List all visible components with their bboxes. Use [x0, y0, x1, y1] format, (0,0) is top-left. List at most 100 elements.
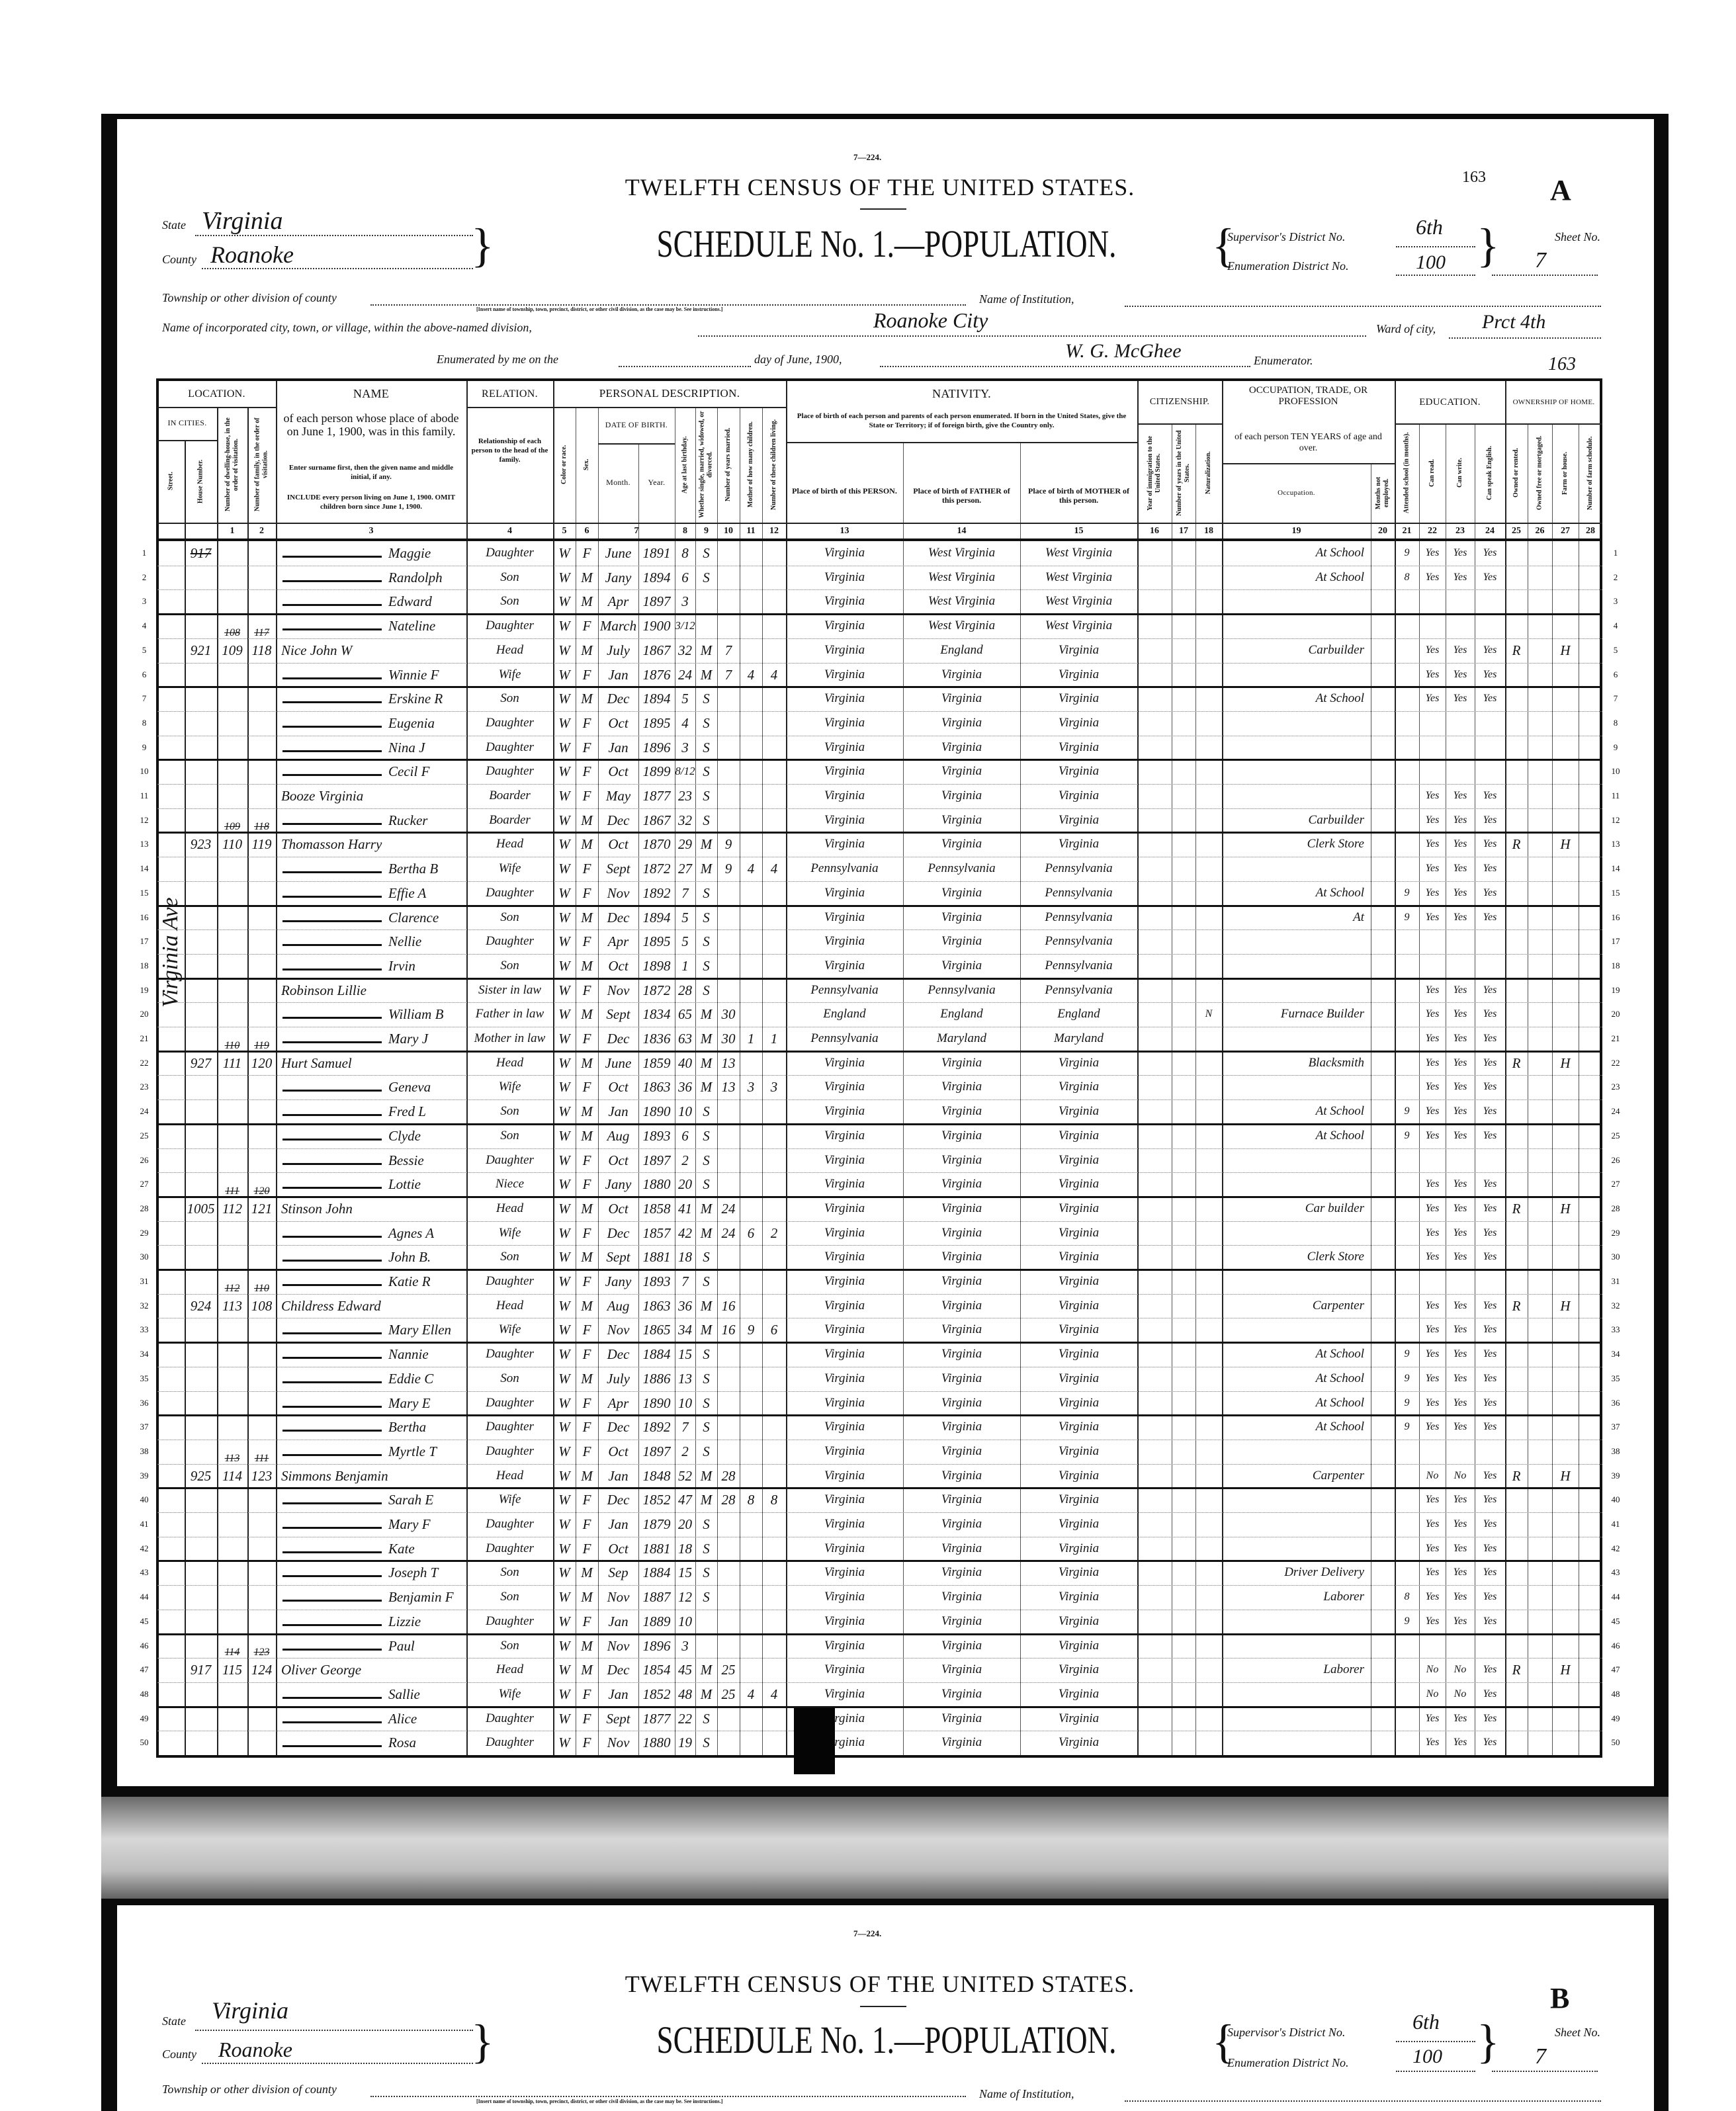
household-rule [157, 1414, 1602, 1417]
cell-speaks-english: Yes [1483, 1615, 1497, 1627]
cell-age: 3 [681, 739, 689, 755]
cell-school-months: 9 [1404, 1129, 1410, 1141]
cell-birth-father: Virginia [941, 1420, 982, 1434]
household-rule [157, 977, 1602, 980]
cell-birth-mother: Virginia [1058, 1443, 1100, 1458]
ownership-title: OWNERSHIP OF HOME. [1512, 398, 1595, 406]
county-line [202, 268, 473, 269]
cell-farm-house: H [1560, 1200, 1571, 1217]
ink-blot [794, 1708, 835, 1774]
cell-years-married: 16 [721, 1322, 736, 1338]
table-row: 47 47 917 115 124 Oliver George Head W M Dec 1854 4… [0, 1647, 1736, 1682]
cell-birth-mother: Virginia [1058, 1395, 1100, 1410]
cell-marital: S [703, 1103, 710, 1120]
cell-birth-mother: West Virginia [1045, 594, 1113, 609]
row-number-left: 6 [142, 669, 147, 679]
table-row: 31 31 Katie R Daughter W F Jany 1893 7 S Virginia V… [0, 1270, 1736, 1294]
column-divider [276, 381, 277, 1755]
cell-birth-mother: Virginia [1058, 837, 1100, 851]
cell-birth-mother: Virginia [1058, 1201, 1100, 1215]
cell-speaks-english: Yes [1483, 1737, 1497, 1748]
cell-birth-person: Virginia [824, 1443, 865, 1458]
cell-birth-mother: Virginia [1058, 1541, 1100, 1555]
cell-color: W [558, 836, 570, 853]
cell-birth-mother: Virginia [1058, 1274, 1100, 1288]
cell-birth-father: Virginia [941, 789, 982, 802]
cell-marital: S [703, 1589, 710, 1606]
cell-age: 3 [681, 1637, 689, 1654]
row-number-right: 39 [1611, 1470, 1620, 1481]
row-number-right: 5 [1613, 644, 1618, 655]
cell-relation: Son [500, 570, 519, 584]
cell-can-read: Yes [1425, 1324, 1440, 1336]
row-number-right: 44 [1611, 1592, 1620, 1602]
column-divider [903, 442, 904, 1755]
family-label: Number of family, in the order of visita… [253, 417, 269, 512]
cell-sex: F [582, 982, 591, 998]
cell-owned-rented: R [1512, 1297, 1521, 1314]
cell-can-read: Yes [1425, 984, 1440, 996]
cell-birth-father: Virginia [941, 1128, 982, 1142]
cell-name: Nateline [388, 618, 436, 634]
table-row: 10 10 Cecil F Daughter W F Oct 1899 8/12 S Virgini… [0, 759, 1736, 784]
cell-marital: S [703, 1443, 710, 1459]
cell-family: 118 [251, 642, 272, 658]
cell-age: 7 [681, 1419, 689, 1436]
row-number-left: 7 [142, 693, 147, 704]
cell-speaks-english: Yes [1483, 838, 1497, 850]
cell-can-read: Yes [1425, 1008, 1440, 1020]
cell-house: 921 [190, 642, 212, 658]
sheet-no-value: 7 [1535, 248, 1546, 273]
cell-birth-father: Virginia [941, 1152, 982, 1167]
cell-year: 1858 [642, 1200, 671, 1217]
cell-birth-mother: Pennsylvania [1045, 910, 1113, 924]
ditto-mark [282, 1090, 382, 1092]
cell-year: 1834 [642, 1006, 671, 1023]
cell-can-write: Yes [1453, 1712, 1467, 1724]
cell-speaks-english: Yes [1483, 1348, 1497, 1360]
row-number-left: 38 [140, 1445, 149, 1456]
row-number-right: 23 [1611, 1082, 1620, 1092]
cell-name: Winnie F [388, 666, 439, 683]
cell-sex: M [581, 1637, 593, 1654]
cell-sex: M [581, 1249, 593, 1266]
row-number-right: 32 [1611, 1300, 1620, 1311]
cell-age: 8 [681, 545, 689, 561]
cell-birth-person: Virginia [824, 1468, 865, 1483]
row-number-right: 2 [1613, 572, 1618, 582]
cell-marital: S [703, 933, 710, 950]
cell-speaks-english: Yes [1483, 1056, 1497, 1068]
institution-line [1125, 306, 1601, 307]
row-number-right: 20 [1611, 1009, 1620, 1019]
column-divider [1222, 381, 1223, 1755]
cell-sex: F [582, 1516, 591, 1532]
cell-age: 45 [678, 1662, 692, 1678]
ditto-mark [282, 871, 382, 874]
row-number-right: 42 [1611, 1543, 1620, 1553]
cell-house: 917 [190, 545, 212, 561]
cell-birth-person: Virginia [824, 1201, 865, 1215]
cell-age: 6 [681, 1127, 689, 1144]
cell-color: W [558, 1540, 570, 1557]
cell-marital: M [700, 1467, 713, 1484]
cell-can-write: Yes [1453, 1008, 1467, 1020]
table-row: 13 13 923 110 119 Thomasson Harry Head W M Oct 187… [0, 822, 1736, 857]
cell-can-read: Yes [1425, 814, 1440, 826]
cell-name: Effie A [388, 884, 427, 901]
table-row: 23 23 Geneva Wife W F Oct 1863 36 M 13 3 3 Virginia Vi… [0, 1075, 1736, 1099]
cell-birth-mother: Pennsylvania [1045, 958, 1113, 972]
cell-month: June [605, 545, 632, 561]
table-row: 50 50 Rosa Daughter W F Nov 1880 19 S Virginia Virg… [0, 1731, 1736, 1755]
cell-years-married: 28 [721, 1467, 736, 1484]
cell-occupation: Furnace Builder [1280, 1007, 1364, 1021]
cell-year: 1898 [642, 957, 671, 974]
cell-color: W [558, 788, 570, 804]
cell-house: 923 [190, 836, 212, 853]
cell-birth-person: Virginia [824, 885, 865, 900]
cell-family-struck: 110 [254, 1282, 269, 1294]
ditto-mark [282, 1017, 382, 1019]
cell-year: 1859 [642, 1055, 671, 1071]
cell-speaks-english: Yes [1483, 1664, 1497, 1676]
brace: } [471, 219, 494, 272]
cell-color: W [558, 1006, 570, 1023]
